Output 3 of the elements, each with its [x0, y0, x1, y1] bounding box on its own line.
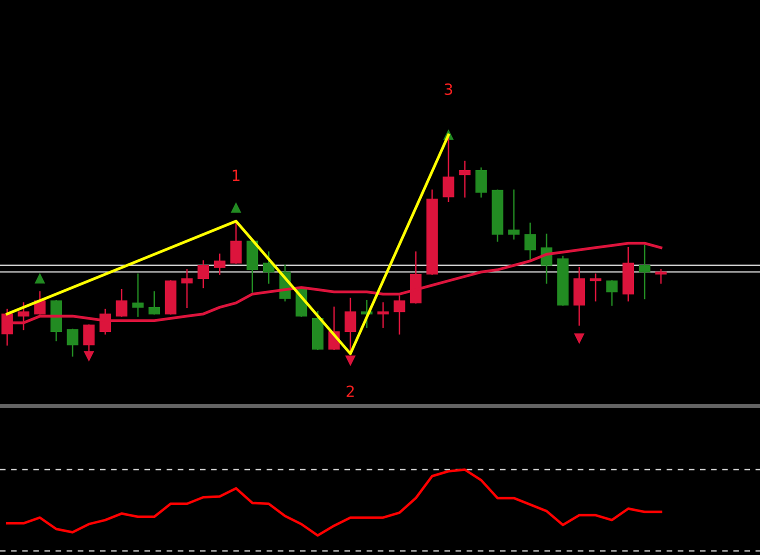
annotation: 3	[444, 83, 452, 95]
annotation: 1	[232, 170, 240, 181]
annotation: 2	[346, 386, 354, 397]
